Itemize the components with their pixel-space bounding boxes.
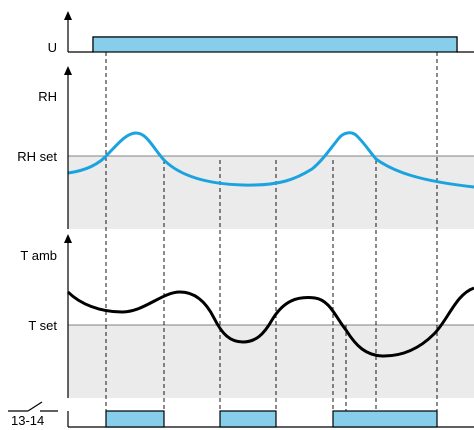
relay-pulse (219, 410, 277, 428)
rh-curve (67, 131, 474, 189)
arrowhead-icon (64, 66, 72, 75)
t-below-setpoint-area (68, 325, 474, 398)
t-amb-label: T amb (20, 248, 57, 263)
u-signal-pulse (92, 36, 458, 53)
u-label: U (47, 40, 57, 55)
rh-label: RH (38, 89, 57, 104)
t-amb-curve (66, 286, 474, 358)
relay-label: 13-14 (11, 413, 45, 428)
relay-contact-icon (8, 401, 58, 412)
relay-pulse (332, 410, 438, 428)
arrowhead-icon (64, 234, 72, 243)
rh-below-setpoint-area (68, 156, 474, 229)
rh-set-label: RH set (17, 149, 57, 164)
relay-pulse (105, 410, 165, 428)
t-set-label: T set (28, 318, 57, 333)
axis-arrowheads (64, 11, 72, 243)
arrowhead-icon (64, 11, 72, 20)
guide-lines (105, 52, 438, 427)
